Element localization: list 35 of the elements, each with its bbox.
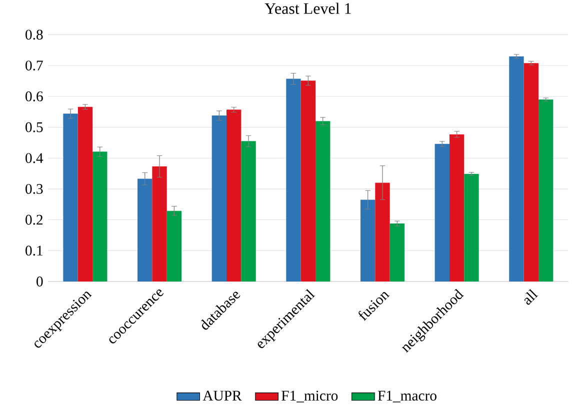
bar	[464, 174, 479, 282]
bar	[538, 100, 554, 282]
y-tick-label: 0.4	[26, 153, 44, 164]
x-tick-label: all	[524, 289, 538, 305]
bar	[286, 78, 301, 282]
bar	[375, 182, 390, 282]
bar	[434, 144, 450, 282]
bar	[166, 210, 182, 282]
bar	[92, 152, 108, 282]
y-tick-label: 0.2	[26, 214, 43, 225]
bar	[241, 141, 256, 282]
legend-label: F1_macro	[378, 390, 436, 402]
legend-label: F1_micro	[282, 390, 338, 402]
bar	[509, 56, 524, 282]
y-tick-label: 0.8	[26, 30, 43, 40]
bar	[152, 166, 167, 282]
bar	[449, 134, 464, 282]
bar	[138, 178, 152, 282]
bar	[63, 114, 78, 282]
y-tick-label: 0	[36, 276, 43, 286]
bar	[524, 63, 538, 282]
bar	[300, 80, 316, 282]
y-tick-label: 0.1	[26, 246, 42, 256]
bar	[316, 121, 330, 282]
bar	[360, 200, 376, 282]
legend-label: AUPR	[202, 390, 242, 401]
bar	[226, 110, 242, 282]
bar	[78, 106, 93, 282]
bar	[212, 116, 227, 282]
y-tick-label: 0.5	[26, 122, 43, 132]
y-tick-label: 0.7	[26, 60, 43, 71]
y-tick-label: 0.3	[26, 184, 43, 194]
chart-title: Yeast Level 1	[264, 2, 351, 14]
bar	[390, 224, 405, 282]
y-tick-label: 0.6	[26, 91, 43, 102]
